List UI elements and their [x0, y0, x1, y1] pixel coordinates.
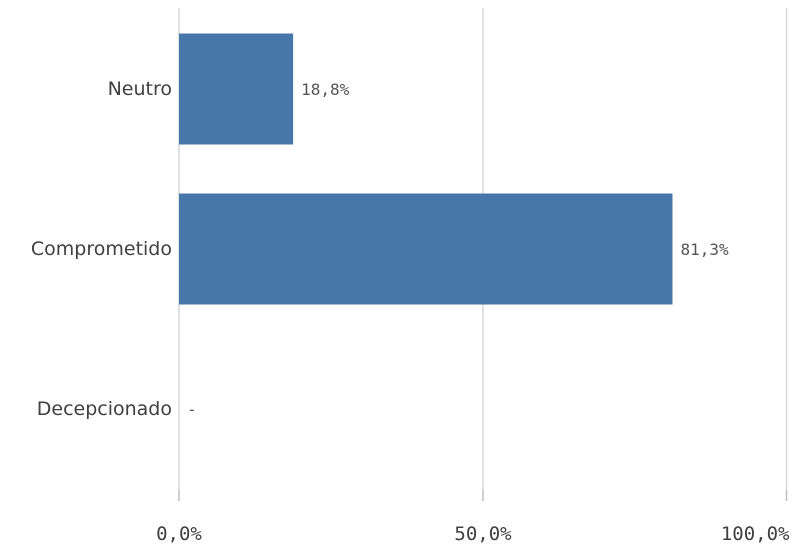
category-label-decepcionado: Decepcionado: [37, 398, 172, 420]
bar-layer: [179, 33, 673, 305]
value-label-decepcionado: -: [187, 400, 197, 419]
label-layer: 0,0% 50,0% 100,0% Neutro 18,8% Comprometido 81…: [31, 78, 790, 545]
x-tick-label-0: 0,0%: [156, 523, 202, 545]
bar-comprometido: [179, 193, 673, 305]
x-tick-label-2: 100,0%: [721, 523, 790, 545]
value-label-neutro: 18,8%: [301, 80, 350, 99]
bar-neutro: [179, 33, 294, 145]
value-label-comprometido: 81,3%: [680, 240, 729, 259]
category-label-comprometido: Comprometido: [31, 238, 172, 260]
category-label-neutro: Neutro: [108, 78, 172, 100]
x-tick-label-1: 50,0%: [454, 523, 512, 545]
